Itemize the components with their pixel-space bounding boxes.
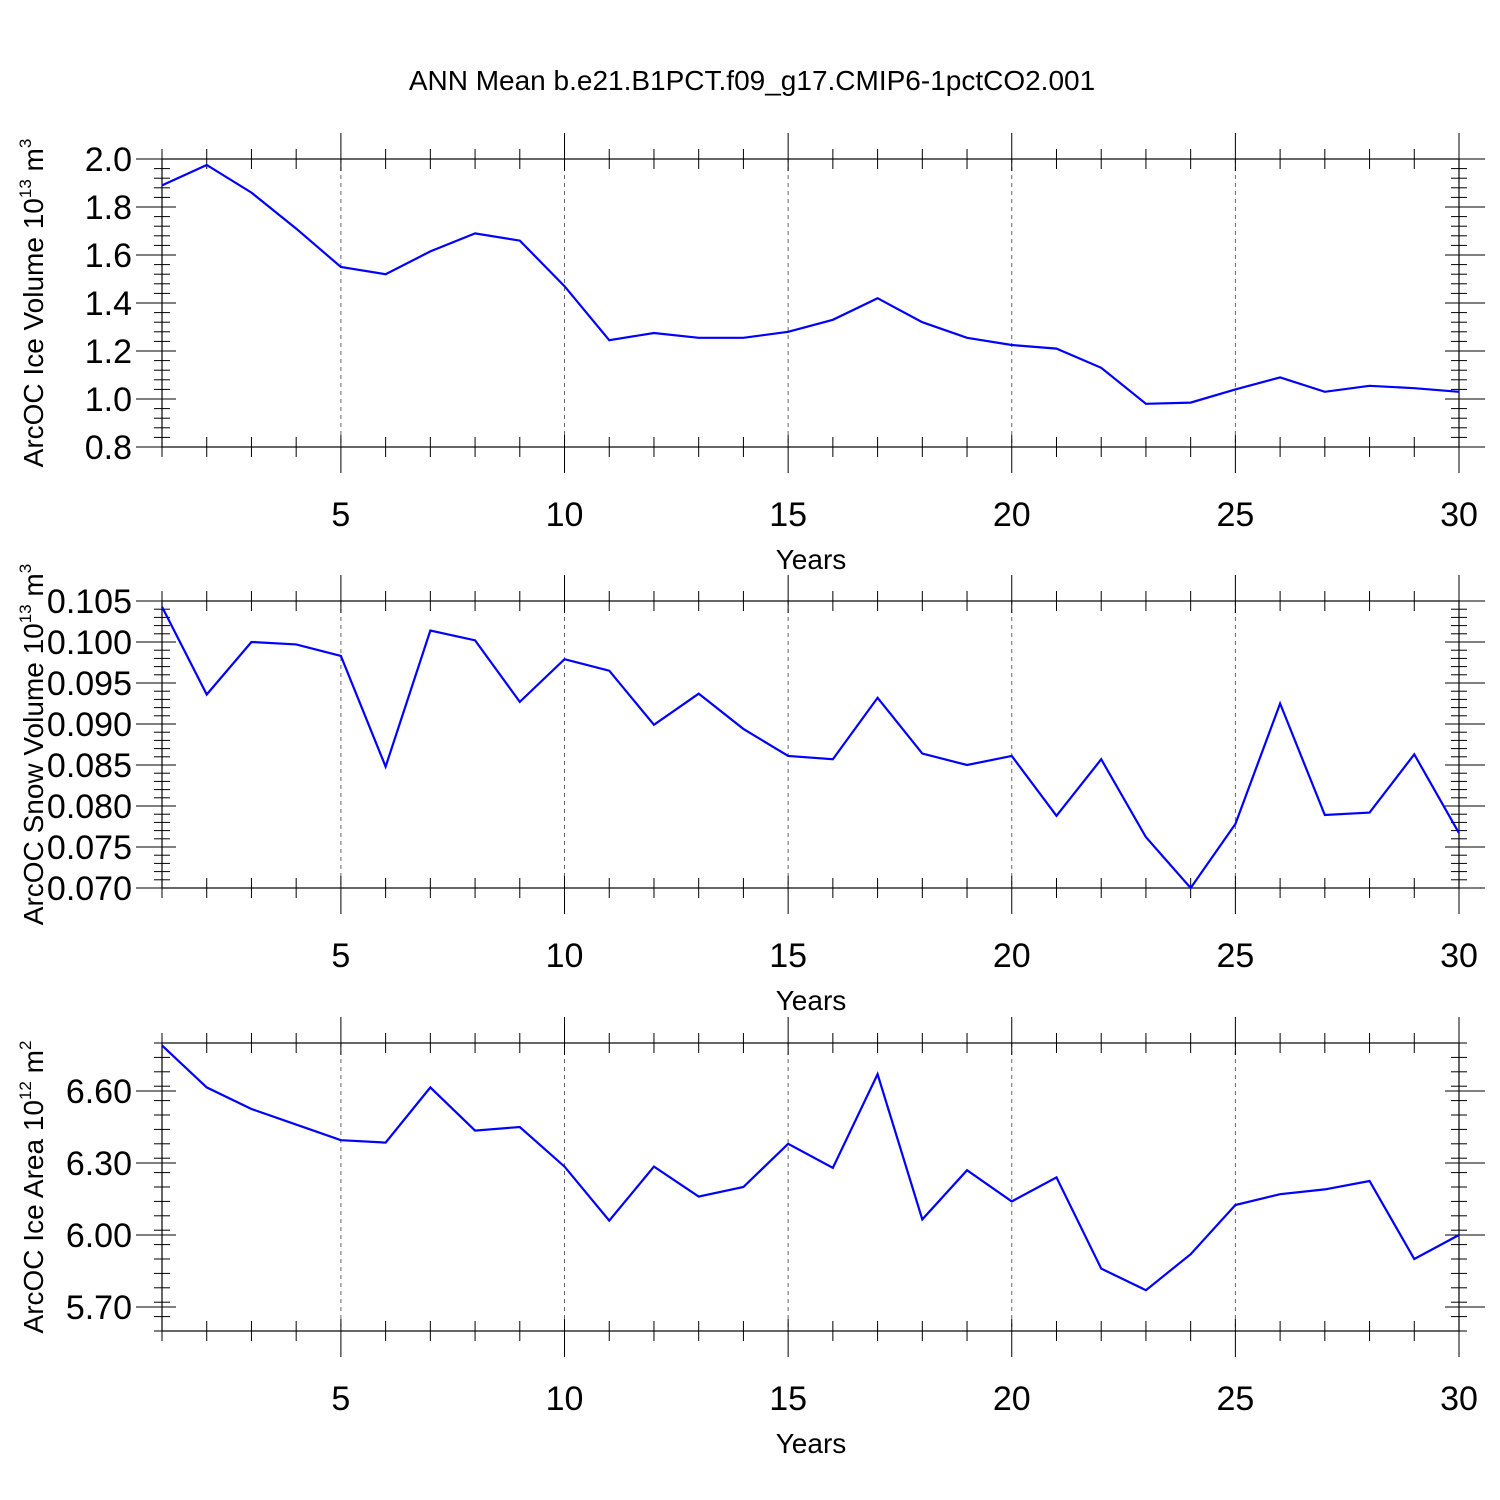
x-tick-label: 5 — [331, 937, 350, 975]
x-tick-label: 20 — [993, 496, 1031, 534]
y-axis-label: ArcOC Snow Volume 1013 m3 — [16, 564, 49, 925]
x-tick-label: 30 — [1440, 496, 1478, 534]
x-tick-label: 15 — [769, 1380, 807, 1418]
y-tick-label: 1.0 — [85, 381, 132, 419]
y-tick-label: 0.085 — [47, 747, 132, 785]
x-tick-label: 20 — [993, 937, 1031, 975]
y-tick-label: 0.8 — [85, 429, 132, 467]
chart-panel-3: 5.70 6.00 6.30 6.60 5 10 15 20 25 30 Years ArcOC Ic… — [16, 1017, 1485, 1459]
y-tick-label: 2.0 — [85, 141, 132, 179]
y-tick-label: 1.2 — [85, 333, 132, 371]
plot-frame — [161, 600, 1460, 889]
chart-panel-2: 0.0700.0750.0800.0850.0900.0950.1000.105… — [16, 564, 1485, 1016]
y-tick-label: 0.100 — [47, 624, 132, 662]
series-line — [161, 606, 1460, 890]
y-tick-label: 0.070 — [47, 870, 132, 908]
y-tick-label: 1.4 — [85, 285, 132, 323]
y-tick-label: 1.8 — [85, 189, 132, 227]
y-tick-label: 0.105 — [47, 583, 132, 621]
y-tick-label: 0.090 — [47, 706, 132, 744]
x-axis-label: Years — [776, 985, 847, 1016]
y-tick-label: 5.70 — [66, 1289, 132, 1327]
x-tick-label: 15 — [769, 496, 807, 534]
chart-panel-1: 0.8 1.0 1.2 1.4 1.6 1.8 2.0 5 10 15 20 25 30 Years Arc… — [16, 133, 1485, 575]
x-tick-label: 30 — [1440, 1380, 1478, 1418]
y-tick-label: 6.00 — [66, 1217, 132, 1255]
plot-frame — [161, 1042, 1460, 1332]
x-tick-label: 10 — [546, 937, 584, 975]
x-tick-label: 10 — [546, 1380, 584, 1418]
y-axis-label: ArcOC Ice Volume 1013 m3 — [16, 139, 49, 468]
y-tick-label: 0.095 — [47, 665, 132, 703]
x-tick-label: 5 — [331, 1380, 350, 1418]
x-tick-label: 30 — [1440, 937, 1478, 975]
x-tick-label: 15 — [769, 937, 807, 975]
series-line — [161, 163, 1460, 405]
x-tick-label: 25 — [1216, 1380, 1254, 1418]
x-tick-label: 20 — [993, 1380, 1031, 1418]
x-tick-label: 25 — [1216, 496, 1254, 534]
y-tick-label: 6.30 — [66, 1145, 132, 1183]
chart-title: ANN Mean b.e21.B1PCT.f09_g17.CMIP6-1pctC… — [409, 65, 1095, 96]
y-tick-label: 6.60 — [66, 1073, 132, 1111]
y-tick-label: 0.080 — [47, 788, 132, 826]
y-tick-label: 1.6 — [85, 237, 132, 275]
plot-frame — [161, 158, 1460, 448]
x-tick-label: 25 — [1216, 937, 1254, 975]
x-tick-label: 5 — [331, 496, 350, 534]
x-axis-label: Years — [776, 544, 847, 575]
y-axis-label: ArcOC Ice Area 1012 m2 — [16, 1041, 49, 1334]
x-axis-label: Years — [776, 1428, 847, 1459]
x-tick-label: 10 — [546, 496, 584, 534]
series-line — [161, 1044, 1460, 1292]
y-tick-label: 0.075 — [47, 829, 132, 867]
panels: 0.8 1.0 1.2 1.4 1.6 1.8 2.0 5 10 15 20 25 30 Years Arc… — [16, 133, 1485, 1459]
